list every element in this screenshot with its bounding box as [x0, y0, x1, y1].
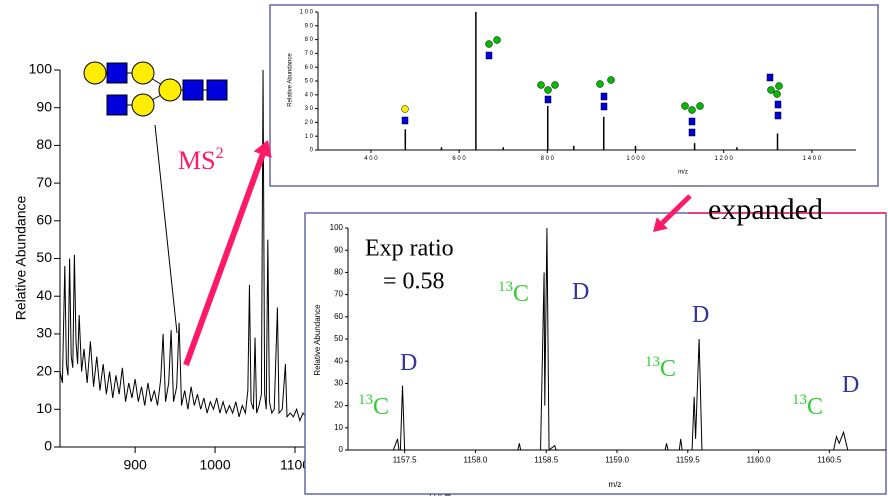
x-axis-label: m/z — [678, 170, 688, 176]
peak-label-text: D — [400, 350, 417, 376]
y-tick-label: 60 — [334, 312, 343, 321]
peak-label: 13C — [498, 279, 529, 306]
expanded-label: expanded — [708, 193, 823, 226]
y-tick-label: 100 — [330, 223, 344, 232]
y-axis-label: Relative Abundance — [13, 196, 29, 321]
y-tick-label: 3 0 — [305, 106, 314, 112]
y-tick-label: 1 0 0 — [300, 10, 314, 16]
arrow-shaft — [183, 153, 266, 367]
x-tick-label: 1158.0 — [463, 455, 487, 464]
isotope-mass: 13 — [358, 392, 373, 408]
y-tick-label: 40 — [334, 356, 343, 365]
peak-label: 13C — [358, 392, 389, 419]
y-tick-label: 30 — [36, 325, 52, 341]
x-tick-label: 1 2 0 0 — [715, 156, 734, 162]
peak-label: D — [842, 372, 859, 398]
peak-label: 13C — [792, 392, 823, 419]
y-tick-label: 20 — [334, 401, 343, 410]
y-tick-label: 6 0 — [305, 65, 314, 71]
x-tick-label: 1159.5 — [676, 455, 700, 464]
y-axis-label: Relative Abundance — [288, 53, 294, 107]
x-tick-label: 1158.5 — [534, 455, 558, 464]
spectrum-line — [348, 227, 886, 452]
y-tick-label: 50 — [36, 249, 52, 265]
ratio-label: Exp ratio — [365, 236, 454, 262]
glycan-structure — [83, 61, 228, 117]
ratio-label: = 0.58 — [383, 269, 445, 295]
x-tick-label: 1160.5 — [817, 455, 841, 464]
y-tick-label: 90 — [36, 98, 52, 114]
isotope-mass: 13 — [498, 279, 513, 295]
x-tick-label: 8 0 0 — [541, 156, 555, 162]
x-tick-label: 1100 — [280, 456, 310, 472]
y-tick-label: 4 0 — [305, 92, 314, 98]
y-tick-label: 70 — [334, 290, 343, 299]
arrow-shaft — [660, 194, 692, 225]
expanded-inset: 0 10 20 30 40 50 60 70 80 90 100 1157.5 1158.0 1158.5… — [304, 212, 887, 495]
y-tick-label: 10 — [334, 423, 343, 432]
isotope-mass: 13 — [645, 354, 660, 370]
y-tick-label: 9 0 — [305, 23, 314, 29]
y-tick-label: 30 — [334, 379, 343, 388]
y-tick-label: 2 0 — [305, 120, 314, 126]
ms2-text: MS — [178, 146, 216, 175]
arrow-head — [253, 140, 272, 158]
x-tick-label: 1000 — [199, 456, 230, 472]
y-tick-label: 70 — [36, 174, 52, 190]
x-tick-label: 1 0 0 0 — [626, 156, 645, 162]
y-tick-label: 90 — [334, 245, 343, 254]
peak-label: 13C — [645, 354, 676, 381]
y-tick-label: 1 0 — [305, 134, 314, 140]
spectrum-line — [59, 69, 310, 423]
peak-label-text: D — [842, 372, 859, 398]
x-tick-label: 6 0 0 — [452, 156, 466, 162]
y-tick-label: 10 — [36, 400, 52, 416]
y-tick-label: 60 — [36, 212, 52, 228]
x-tick-label: 4 0 0 — [364, 156, 378, 162]
ms2-label: MS2 — [178, 145, 224, 175]
x-axis-label: m/z — [609, 480, 622, 489]
y-tick-label: 50 — [334, 334, 343, 343]
x-tick-label: 1 4 0 0 — [803, 156, 822, 162]
pointer-line — [154, 124, 178, 334]
peak-label: D — [572, 279, 589, 305]
y-tick-label: 100 — [29, 61, 53, 77]
fragment-glycans — [401, 36, 783, 137]
x-tick-label: 900 — [123, 456, 147, 472]
y-tick-label: 5 0 — [305, 79, 314, 85]
peak-label-text: C — [513, 281, 529, 307]
y-tick-label: 7 0 — [305, 51, 314, 57]
y-axis-label: Relative Abundance — [313, 304, 322, 376]
y-tick-label: 8 0 — [305, 37, 314, 43]
peak-label-text: C — [660, 356, 676, 382]
y-tick-label: 0 — [310, 148, 314, 154]
peak-label-text: D — [692, 302, 709, 328]
y-tick-label: 20 — [36, 362, 52, 378]
x-tick-label: 1159.0 — [605, 455, 629, 464]
ms2-superscript: 2 — [216, 145, 224, 162]
peak-label-text: D — [572, 279, 589, 305]
y-tick-label: 0 — [44, 438, 52, 454]
peak-label: D — [400, 350, 417, 376]
x-tick-label: 1157.5 — [393, 455, 417, 464]
arrows — [183, 140, 886, 367]
peak-label-text: C — [373, 394, 389, 420]
ms2-inset: 0 1 0 2 0 3 0 4 0 5 0 6 0 7 0 8 0 9 0 1 0 0 4 0 0 6 … — [269, 4, 879, 187]
y-tick-label: 80 — [334, 268, 343, 277]
y-tick-label: 40 — [36, 287, 52, 303]
peak-label: D — [692, 302, 709, 328]
y-tick-label: 0 — [339, 445, 344, 454]
y-tick-label: 80 — [36, 136, 52, 152]
peak-label-text: C — [807, 394, 823, 420]
x-tick-label: 1160.0 — [747, 455, 771, 464]
arrow-head — [653, 217, 668, 232]
isotope-mass: 13 — [792, 392, 807, 408]
